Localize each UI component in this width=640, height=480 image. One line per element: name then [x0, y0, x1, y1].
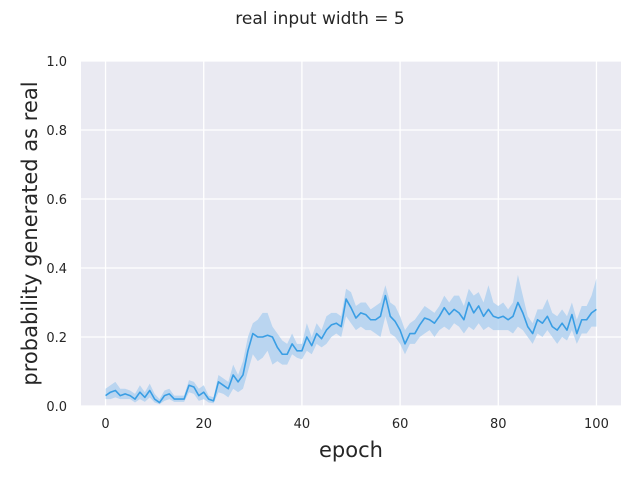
- y-tick-label: 0.8: [46, 124, 67, 139]
- x-axis-label: epoch: [319, 438, 383, 462]
- x-tick-labels: 0 20 40 60 80 100: [101, 417, 608, 432]
- y-axis-label: probability generated as real: [18, 81, 42, 385]
- y-tick-labels: 0.0 0.2 0.4 0.6 0.8 1.0: [46, 55, 67, 415]
- grid: [81, 60, 621, 407]
- confidence-band: [105, 274, 597, 405]
- x-tick-label: 60: [392, 417, 409, 432]
- y-tick-label: 0.0: [46, 400, 67, 415]
- series-line: [105, 294, 597, 404]
- y-tick-label: 0.4: [46, 262, 67, 277]
- x-tick-label: 0: [101, 417, 109, 432]
- x-tick-label: 100: [584, 417, 609, 432]
- y-tick-label: 1.0: [46, 55, 67, 70]
- y-tick-label: 0.6: [46, 193, 67, 208]
- chart-title: real input width = 5: [235, 9, 404, 29]
- x-tick-label: 40: [294, 417, 311, 432]
- x-tick-label: 80: [490, 417, 507, 432]
- y-tick-label: 0.2: [46, 331, 67, 346]
- x-tick-label: 20: [195, 417, 212, 432]
- plot-area: [81, 61, 621, 406]
